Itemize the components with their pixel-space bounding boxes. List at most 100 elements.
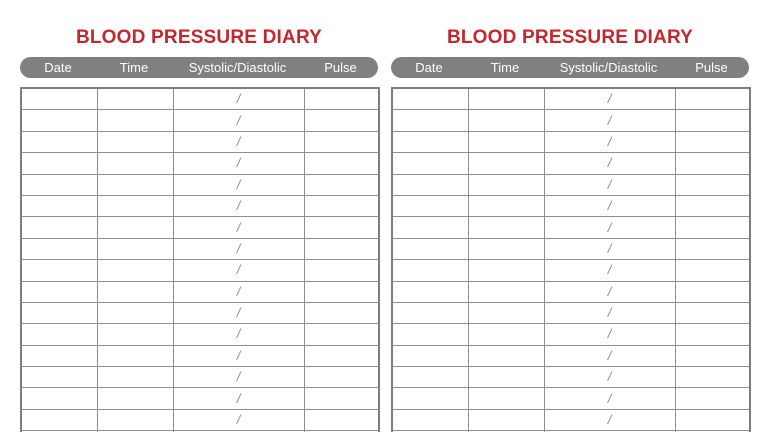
systolic-diastolic-cell[interactable]: / (173, 195, 305, 218)
date-cell[interactable] (21, 195, 98, 218)
date-cell[interactable] (392, 366, 469, 389)
systolic-diastolic-cell[interactable]: / (544, 387, 676, 410)
date-cell[interactable] (21, 430, 98, 432)
time-cell[interactable] (468, 152, 545, 175)
date-cell[interactable] (392, 216, 469, 239)
time-cell[interactable] (468, 216, 545, 239)
systolic-diastolic-cell[interactable]: / (173, 387, 305, 410)
systolic-diastolic-cell[interactable]: / (544, 345, 676, 368)
pulse-cell[interactable] (675, 109, 750, 132)
date-cell[interactable] (392, 88, 469, 111)
pulse-cell[interactable] (304, 152, 379, 175)
date-cell[interactable] (21, 109, 98, 132)
pulse-cell[interactable] (304, 131, 379, 154)
systolic-diastolic-cell[interactable]: / (544, 131, 676, 154)
pulse-cell[interactable] (675, 366, 750, 389)
systolic-diastolic-cell[interactable]: / (173, 259, 305, 282)
time-cell[interactable] (97, 174, 174, 196)
time-cell[interactable] (97, 195, 174, 218)
time-cell[interactable] (468, 430, 545, 432)
time-cell[interactable] (97, 152, 174, 175)
time-cell[interactable] (97, 409, 174, 432)
pulse-cell[interactable] (304, 259, 379, 282)
systolic-diastolic-cell[interactable]: / (173, 238, 305, 261)
date-cell[interactable] (392, 323, 469, 346)
systolic-diastolic-cell[interactable]: / (173, 366, 305, 389)
date-cell[interactable] (21, 409, 98, 432)
date-cell[interactable] (392, 195, 469, 218)
time-cell[interactable] (468, 259, 545, 282)
date-cell[interactable] (21, 281, 98, 303)
date-cell[interactable] (21, 302, 98, 325)
pulse-cell[interactable] (675, 216, 750, 239)
pulse-cell[interactable] (304, 195, 379, 218)
time-cell[interactable] (97, 302, 174, 325)
pulse-cell[interactable] (675, 152, 750, 175)
pulse-cell[interactable] (675, 131, 750, 154)
pulse-cell[interactable] (304, 430, 379, 432)
date-cell[interactable] (21, 387, 98, 410)
time-cell[interactable] (97, 430, 174, 432)
pulse-cell[interactable] (675, 259, 750, 282)
date-cell[interactable] (392, 152, 469, 175)
time-cell[interactable] (97, 366, 174, 389)
time-cell[interactable] (468, 88, 545, 111)
pulse-cell[interactable] (675, 387, 750, 410)
systolic-diastolic-cell[interactable]: / (544, 88, 676, 111)
time-cell[interactable] (97, 131, 174, 154)
date-cell[interactable] (392, 109, 469, 132)
time-cell[interactable] (468, 323, 545, 346)
pulse-cell[interactable] (675, 302, 750, 325)
date-cell[interactable] (392, 302, 469, 325)
date-cell[interactable] (21, 345, 98, 368)
time-cell[interactable] (468, 195, 545, 218)
date-cell[interactable] (392, 131, 469, 154)
pulse-cell[interactable] (304, 323, 379, 346)
systolic-diastolic-cell[interactable]: / (544, 366, 676, 389)
date-cell[interactable] (392, 259, 469, 282)
time-cell[interactable] (468, 302, 545, 325)
pulse-cell[interactable] (675, 281, 750, 303)
time-cell[interactable] (468, 238, 545, 261)
pulse-cell[interactable] (304, 281, 379, 303)
date-cell[interactable] (392, 281, 469, 303)
systolic-diastolic-cell[interactable]: / (544, 174, 676, 196)
pulse-cell[interactable] (675, 345, 750, 368)
systolic-diastolic-cell[interactable]: / (173, 409, 305, 432)
systolic-diastolic-cell[interactable]: / (173, 345, 305, 368)
time-cell[interactable] (468, 174, 545, 196)
time-cell[interactable] (468, 281, 545, 303)
time-cell[interactable] (97, 88, 174, 111)
systolic-diastolic-cell[interactable]: / (173, 174, 305, 196)
systolic-diastolic-cell[interactable]: / (544, 409, 676, 432)
pulse-cell[interactable] (675, 430, 750, 432)
date-cell[interactable] (392, 387, 469, 410)
date-cell[interactable] (392, 409, 469, 432)
date-cell[interactable] (392, 345, 469, 368)
systolic-diastolic-cell[interactable]: / (173, 152, 305, 175)
date-cell[interactable] (21, 131, 98, 154)
systolic-diastolic-cell[interactable]: / (173, 323, 305, 346)
pulse-cell[interactable] (675, 238, 750, 261)
date-cell[interactable] (392, 174, 469, 196)
time-cell[interactable] (468, 131, 545, 154)
systolic-diastolic-cell[interactable]: / (173, 131, 305, 154)
systolic-diastolic-cell[interactable]: / (173, 302, 305, 325)
time-cell[interactable] (97, 238, 174, 261)
date-cell[interactable] (21, 366, 98, 389)
pulse-cell[interactable] (304, 88, 379, 111)
systolic-diastolic-cell[interactable]: / (173, 430, 305, 432)
systolic-diastolic-cell[interactable]: / (544, 259, 676, 282)
time-cell[interactable] (97, 109, 174, 132)
time-cell[interactable] (468, 366, 545, 389)
pulse-cell[interactable] (675, 409, 750, 432)
systolic-diastolic-cell[interactable]: / (544, 109, 676, 132)
pulse-cell[interactable] (675, 323, 750, 346)
date-cell[interactable] (21, 238, 98, 261)
date-cell[interactable] (392, 238, 469, 261)
pulse-cell[interactable] (675, 88, 750, 111)
systolic-diastolic-cell[interactable]: / (544, 152, 676, 175)
pulse-cell[interactable] (675, 195, 750, 218)
date-cell[interactable] (21, 88, 98, 111)
systolic-diastolic-cell[interactable]: / (173, 88, 305, 111)
